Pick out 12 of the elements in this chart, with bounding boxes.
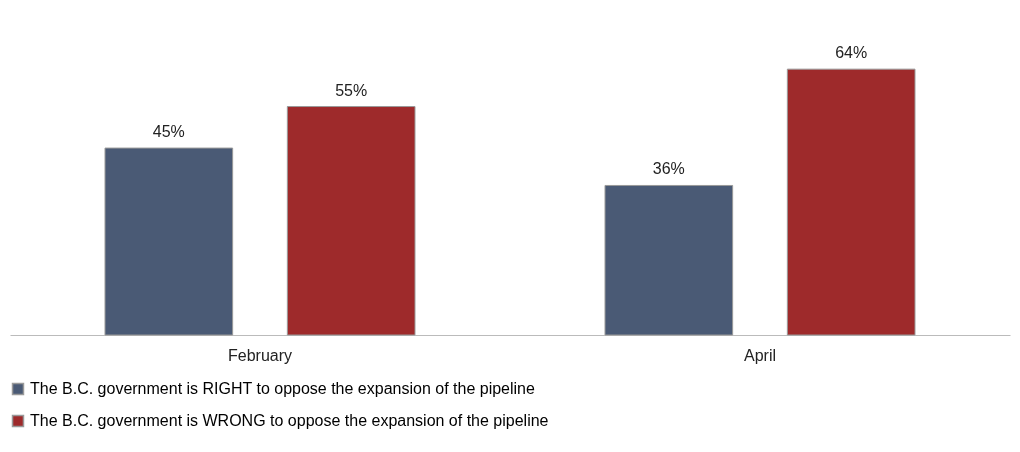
data-label: 55% xyxy=(335,81,368,99)
bar xyxy=(104,147,234,336)
x-tick-label: April xyxy=(743,346,777,364)
data-label: 36% xyxy=(652,160,685,178)
bar xyxy=(786,68,916,336)
x-tick-label: February xyxy=(227,346,293,364)
data-label: 45% xyxy=(152,123,185,141)
legend-label: The B.C. government is WRONG to oppose the expansion of the pipeline xyxy=(30,412,549,429)
data-label: 64% xyxy=(835,44,868,62)
legend-label: The B.C. government is RIGHT to oppose the expansion of the pipeline xyxy=(30,380,535,397)
bar xyxy=(604,184,734,336)
bar xyxy=(286,106,416,336)
